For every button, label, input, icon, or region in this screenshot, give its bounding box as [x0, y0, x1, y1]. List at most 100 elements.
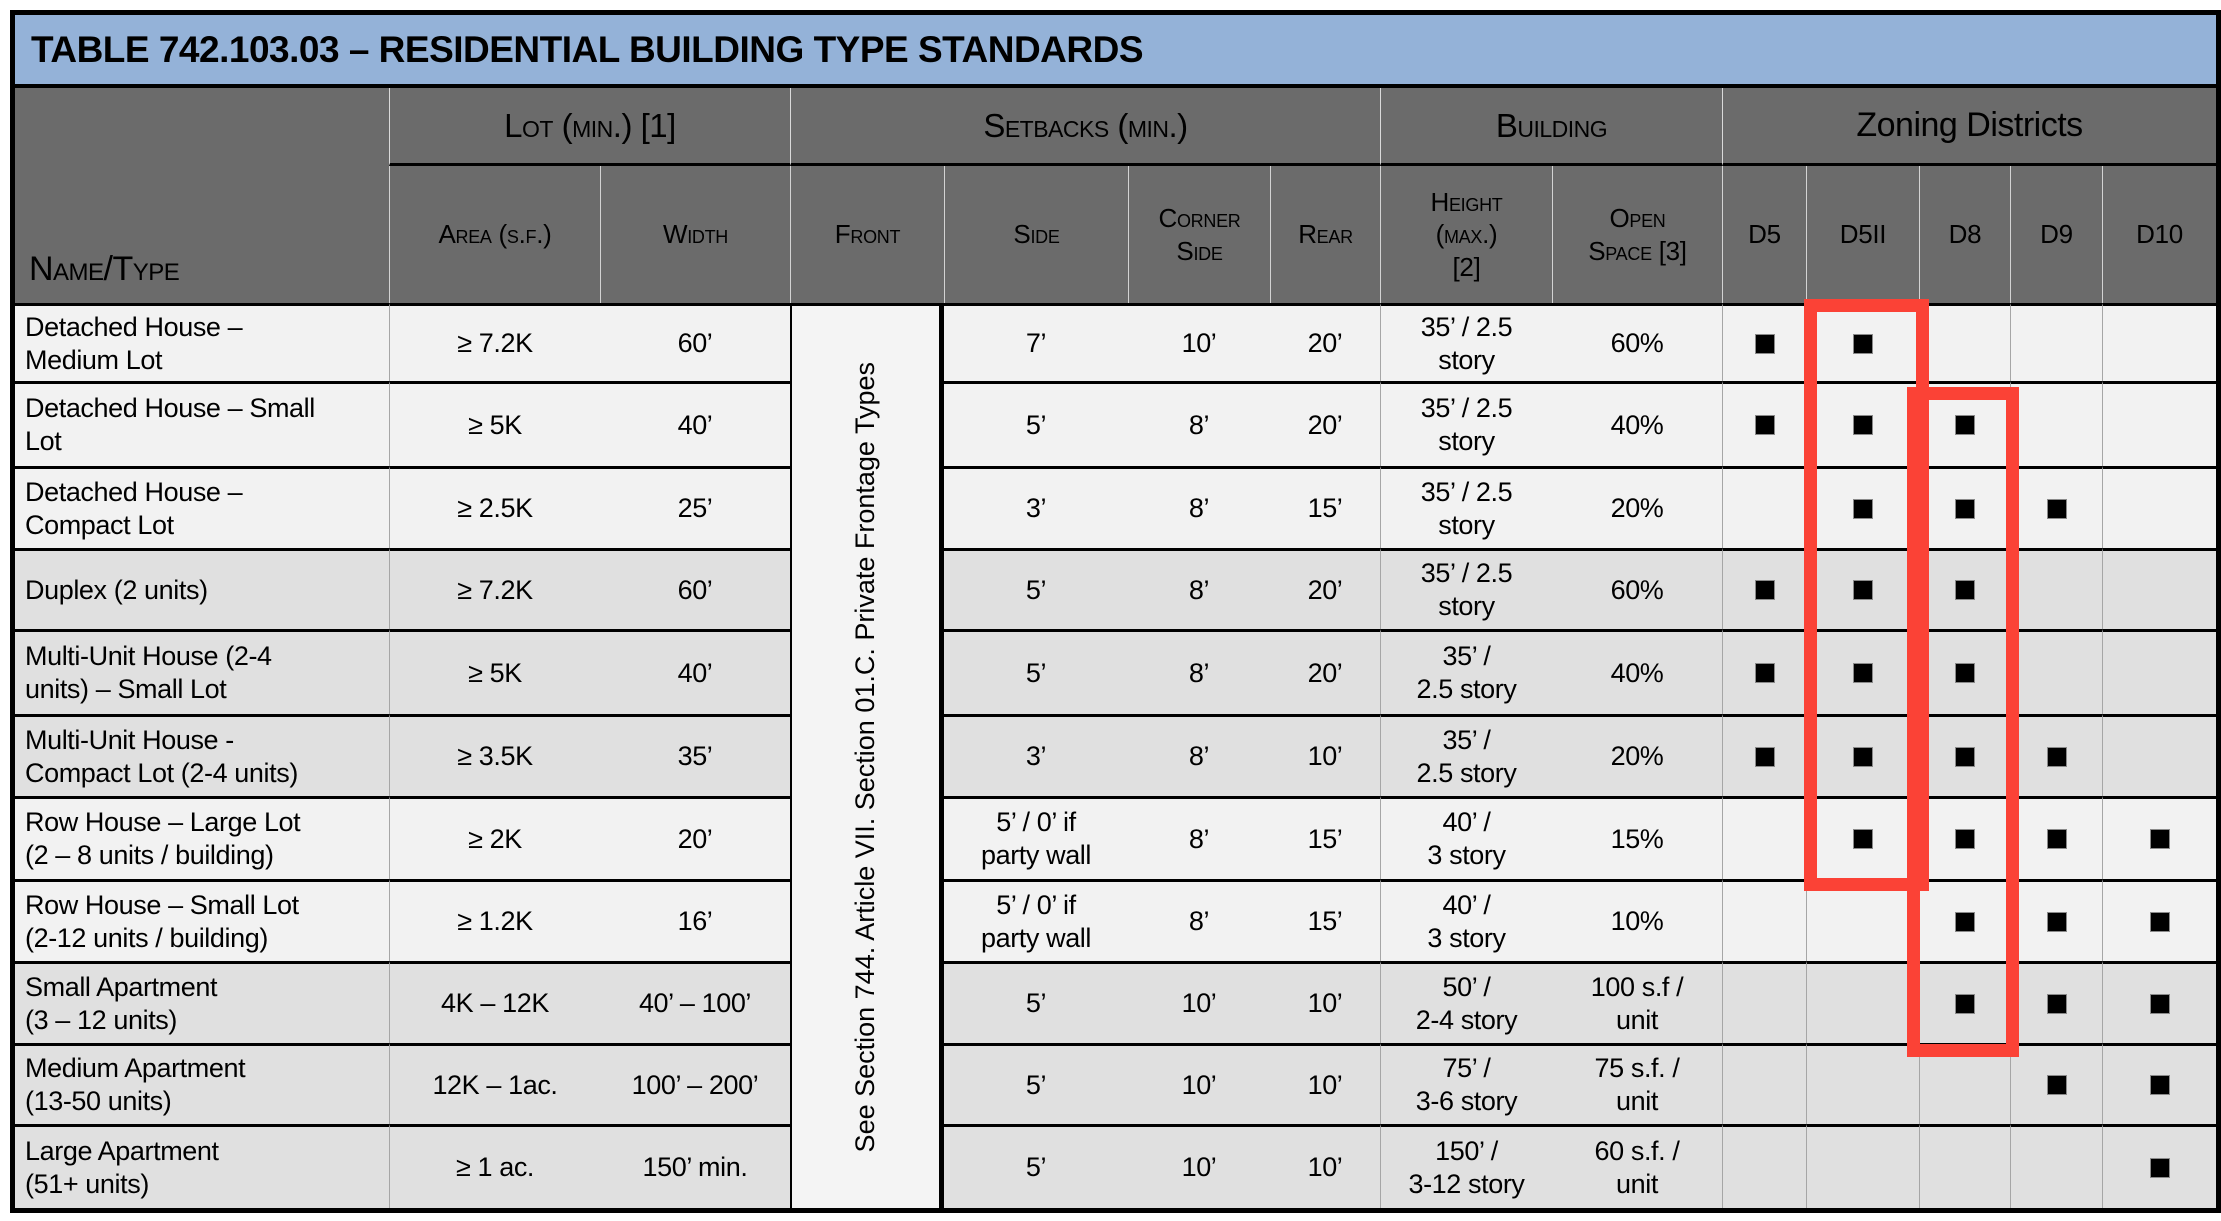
district-mark-icon	[1853, 829, 1873, 849]
cell-district-d5	[1722, 879, 1806, 961]
column-header-open-space: Open Space [3]	[1552, 166, 1722, 303]
cell-building-height: 35’ / 2.5 story	[1380, 381, 1552, 466]
cell-district-d5	[1722, 466, 1806, 548]
table-title: TABLE 742.103.03 – RESIDENTIAL BUILDING …	[31, 28, 1144, 70]
cell-district-d10	[2102, 879, 2216, 961]
cell-name-type: Multi-Unit House - Compact Lot (2-4 unit…	[15, 714, 389, 796]
cell-district-d10	[2102, 548, 2216, 629]
cell-district-d5ii	[1806, 381, 1919, 466]
cell-district-d9	[2010, 629, 2102, 714]
cell-name-type: Duplex (2 units)	[15, 548, 389, 629]
cell-setback-rear: 20’	[1270, 303, 1380, 381]
cell-district-d9	[2010, 381, 2102, 466]
cell-open-space: 40%	[1552, 629, 1722, 714]
cell-building-height: 40’ / 3 story	[1380, 796, 1552, 879]
cell-name-type: Row House – Small Lot (2-12 units / buil…	[15, 879, 389, 961]
cell-setback-rear: 10’	[1270, 1124, 1380, 1208]
cell-building-height: 35’ / 2.5 story	[1380, 548, 1552, 629]
cell-name-type: Detached House – Small Lot	[15, 381, 389, 466]
cell-setback-corner-side: 8’	[1128, 629, 1270, 714]
cell-district-d5	[1722, 548, 1806, 629]
cell-open-space: 60%	[1552, 303, 1722, 381]
district-mark-icon	[1754, 580, 1775, 600]
cell-setback-corner-side: 10’	[1128, 1043, 1270, 1124]
district-mark-icon	[2046, 911, 2067, 932]
cell-district-d8	[1919, 381, 2010, 466]
cell-lot-area: ≥ 7.2K	[389, 303, 600, 381]
cell-district-d5ii	[1806, 466, 1919, 548]
district-mark-icon	[1853, 333, 1873, 354]
cell-district-d9	[2010, 548, 2102, 629]
district-mark-icon	[1754, 333, 1775, 354]
cell-district-d8	[1919, 466, 2010, 548]
cell-open-space: 40%	[1552, 381, 1722, 466]
cell-lot-width: 25’	[600, 466, 790, 548]
column-header-district-d10: D10	[2102, 166, 2216, 303]
cell-setback-rear: 20’	[1270, 548, 1380, 629]
cell-setback-corner-side: 10’	[1128, 961, 1270, 1043]
cell-district-d10	[2102, 1043, 2216, 1124]
cell-lot-width: 60’	[600, 303, 790, 381]
cell-district-d5ii	[1806, 961, 1919, 1043]
cell-district-d5	[1722, 303, 1806, 381]
cell-open-space: 20%	[1552, 714, 1722, 796]
cell-open-space: 15%	[1552, 796, 1722, 879]
cell-open-space: 100 s.f / unit	[1552, 961, 1722, 1043]
cell-district-d10	[2102, 381, 2216, 466]
district-mark-icon	[2046, 993, 2067, 1014]
cell-district-d5ii	[1806, 796, 1919, 879]
cell-lot-width: 60’	[600, 548, 790, 629]
cell-name-type: Small Apartment (3 – 12 units)	[15, 961, 389, 1043]
cell-setback-side: 5’	[944, 961, 1128, 1043]
standards-table: TABLE 742.103.03 – RESIDENTIAL BUILDING …	[10, 10, 2221, 1213]
cell-open-space: 20%	[1552, 466, 1722, 548]
cell-district-d8	[1919, 796, 2010, 879]
cell-setback-side: 7’	[944, 303, 1128, 381]
cell-setback-rear: 10’	[1270, 961, 1380, 1043]
cell-lot-area: 4K – 12K	[389, 961, 600, 1043]
district-mark-icon	[2149, 993, 2170, 1014]
column-header-side: Side	[944, 166, 1128, 303]
cell-open-space: 10%	[1552, 879, 1722, 961]
cell-setback-rear: 10’	[1270, 714, 1380, 796]
group-header-setbacks: Setbacks (min.)	[790, 88, 1380, 166]
district-mark-icon	[1955, 911, 1975, 932]
column-header-height-max: Height (max.) [2]	[1380, 166, 1552, 303]
cell-district-d10	[2102, 714, 2216, 796]
cell-lot-width: 40’	[600, 381, 790, 466]
cell-district-d10	[2102, 1124, 2216, 1208]
cell-district-d9	[2010, 466, 2102, 548]
cell-open-space: 60 s.f. / unit	[1552, 1124, 1722, 1208]
cell-district-d5ii	[1806, 879, 1919, 961]
cell-district-d8	[1919, 629, 2010, 714]
district-mark-icon	[2149, 911, 2170, 932]
cell-building-height: 75’ / 3-6 story	[1380, 1043, 1552, 1124]
cell-lot-area: ≥ 7.2K	[389, 548, 600, 629]
cell-district-d9	[2010, 796, 2102, 879]
cell-district-d5ii	[1806, 1043, 1919, 1124]
cell-building-height: 35’ / 2.5 story	[1380, 714, 1552, 796]
cell-lot-area: ≥ 1.2K	[389, 879, 600, 961]
cell-setback-rear: 20’	[1270, 381, 1380, 466]
cell-setback-rear: 20’	[1270, 629, 1380, 714]
district-mark-icon	[1955, 580, 1975, 600]
district-mark-icon	[1955, 829, 1975, 849]
cell-lot-area: ≥ 2.5K	[389, 466, 600, 548]
cell-district-d10	[2102, 466, 2216, 548]
cell-open-space: 60%	[1552, 548, 1722, 629]
cell-building-height: 35’ / 2.5 story	[1380, 466, 1552, 548]
column-header-area: Area (s.f.)	[389, 166, 600, 303]
cell-district-d5	[1722, 629, 1806, 714]
cell-district-d9	[2010, 1124, 2102, 1208]
district-mark-icon	[1853, 663, 1873, 683]
group-header-lot: Lot (min.) [1]	[389, 88, 790, 166]
district-mark-icon	[2149, 829, 2170, 849]
cell-district-d9	[2010, 961, 2102, 1043]
cell-district-d8	[1919, 303, 2010, 381]
cell-district-d5ii	[1806, 548, 1919, 629]
district-mark-icon	[1754, 415, 1775, 435]
cell-lot-width: 16’	[600, 879, 790, 961]
cell-setback-rear: 10’	[1270, 1043, 1380, 1124]
cell-setback-corner-side: 10’	[1128, 303, 1270, 381]
cell-district-d8	[1919, 961, 2010, 1043]
